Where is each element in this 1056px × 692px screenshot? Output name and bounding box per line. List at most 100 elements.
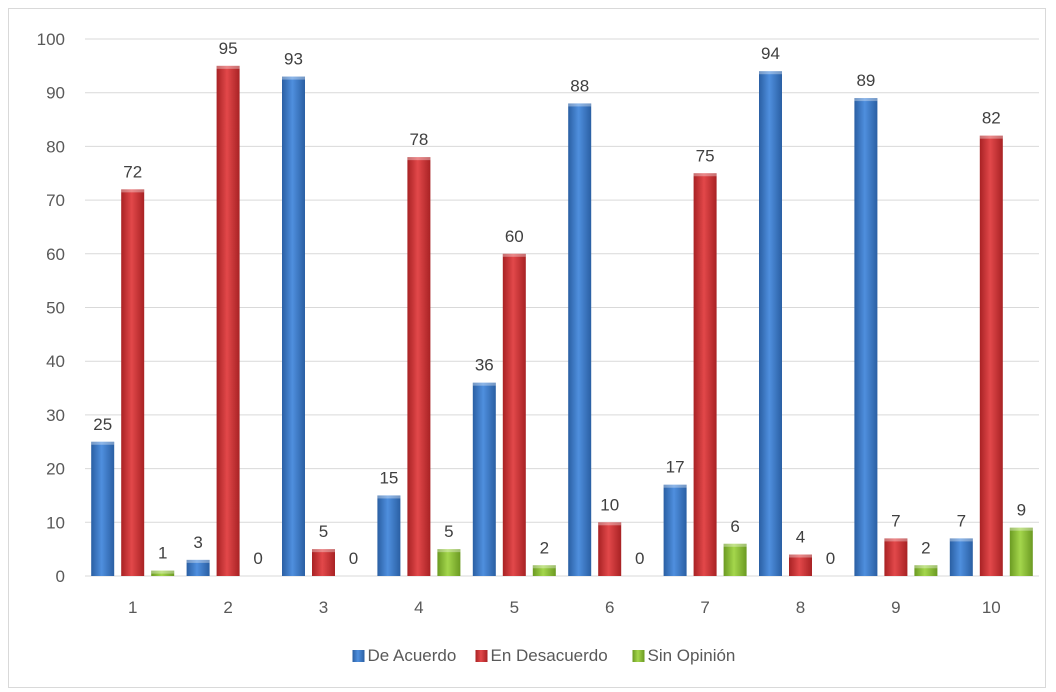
bar [598,522,622,576]
bar-highlight [312,549,335,553]
bar [312,549,335,576]
bar-highlight [377,495,401,499]
x-tick-label: 5 [510,598,519,617]
data-label: 89 [856,71,875,90]
bar-highlight [854,98,878,102]
data-label: 5 [319,522,328,541]
bar-highlight [789,554,812,558]
data-label: 93 [284,50,303,69]
gridlines [85,38,1039,577]
data-label: 82 [982,109,1001,128]
x-axis-ticks: 1 2 3 4 5 6 7 8 9 10 [128,598,1001,617]
x-tick-label: 7 [700,598,709,617]
data-label: 7 [891,511,900,530]
bar-highlight [568,103,592,107]
bar [437,549,461,576]
x-tick-label: 3 [319,598,328,617]
bar [407,157,431,576]
y-tick-label: 90 [46,84,65,103]
bar-highlight [472,382,496,386]
data-label: 4 [796,528,805,547]
bar [151,570,175,576]
y-tick-label: 40 [46,352,65,371]
bar-highlight [1009,527,1033,531]
y-tick-label: 0 [56,567,65,586]
bar [789,554,812,576]
bar [1009,527,1033,576]
bar-highlight [663,484,687,488]
data-label: 3 [193,533,202,552]
data-label: 25 [93,415,112,434]
y-tick-label: 10 [46,513,65,532]
bar [186,559,210,576]
data-label: 0 [253,549,262,568]
x-tick-label: 8 [796,598,805,617]
bar [663,484,687,576]
data-label: 78 [409,130,428,149]
y-tick-label: 30 [46,406,65,425]
y-tick-label: 80 [46,137,65,156]
data-label: 5 [444,522,453,541]
bar [472,382,496,576]
data-label: 2 [540,538,549,557]
bar [979,135,1003,576]
data-label: 72 [123,162,142,181]
bar-highlight [91,441,115,445]
bar-highlight [186,559,210,563]
y-tick-label: 60 [46,245,65,264]
bar [568,103,592,576]
chart-frame: 0 10 20 30 40 50 60 70 80 90 100 1 2 3 4 5 6 7 8 9 10 25 72 1… [8,8,1046,688]
bar [282,76,305,576]
bar-highlight [914,565,938,569]
bar-highlight [979,135,1003,139]
data-label: 0 [635,549,644,568]
data-label: 75 [696,146,715,165]
bar [532,565,556,576]
bar [949,538,973,576]
data-label: 36 [475,356,494,375]
bar [377,495,401,576]
data-label: 10 [600,495,619,514]
bar [91,441,115,576]
data-label: 94 [761,44,780,63]
data-label: 1 [158,544,167,563]
x-tick-label: 6 [605,598,614,617]
bar-highlight [949,538,973,542]
y-axis-ticks: 0 10 20 30 40 50 60 70 80 90 100 [37,30,65,586]
bar-highlight [532,565,556,569]
y-tick-label: 50 [46,299,65,318]
bar-highlight [216,65,240,69]
data-label: 6 [730,517,739,536]
bar [914,565,938,576]
y-tick-label: 100 [37,30,65,49]
bar [216,65,240,576]
bar-highlight [598,522,622,526]
data-labels: 2572139509350157853660288100177569440897… [93,39,1026,568]
bar-highlight [437,549,461,553]
bar-highlight [121,189,145,193]
bars [91,65,1033,577]
bar [693,173,717,576]
data-label: 15 [379,468,398,487]
data-label: 88 [570,76,589,95]
bar [884,538,908,576]
bar-highlight [759,71,782,75]
data-label: 7 [957,511,966,530]
bar-highlight [151,570,175,574]
y-tick-label: 20 [46,460,65,479]
data-label: 0 [826,549,835,568]
bar [723,543,747,576]
legend-label: De Acuerdo [368,646,457,665]
legend-label: En Desacuerdo [491,646,608,665]
bar-highlight [407,157,431,161]
x-tick-label: 9 [891,598,900,617]
x-tick-label: 4 [414,598,423,617]
data-label: 17 [666,458,685,477]
bar-highlight [282,76,305,80]
bar [121,189,145,577]
bar [502,253,526,577]
data-label: 2 [921,538,930,557]
legend: De Acuerdo En Desacuerdo Sin Opinión [352,646,735,665]
bar-highlight [723,543,747,547]
